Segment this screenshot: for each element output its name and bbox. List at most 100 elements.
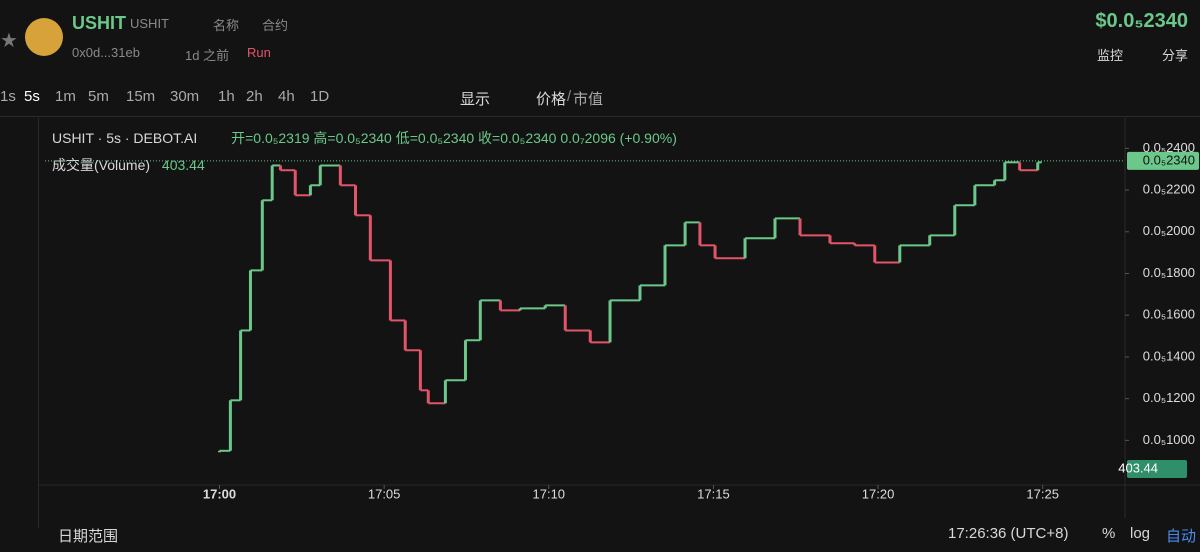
last-price-tag xyxy=(1127,151,1199,170)
x-tick-label: 17:25 xyxy=(1026,486,1059,501)
volume-value: 403.44 xyxy=(161,157,205,173)
price-step xyxy=(426,390,430,404)
price-step xyxy=(338,165,342,186)
price-step xyxy=(318,165,322,186)
price-step xyxy=(1036,162,1040,171)
legend-low: 低=0.0₅2340 xyxy=(395,130,475,146)
interval[interactable]: 4h xyxy=(278,88,295,105)
volume-tag-label: 403.44 xyxy=(1118,460,1158,475)
price-step xyxy=(368,215,372,261)
price-step xyxy=(518,308,522,311)
legend-title: USHIT · 5s · DEBOT.AI xyxy=(52,130,198,146)
price-step xyxy=(463,340,467,381)
price-step xyxy=(773,218,777,239)
price-step xyxy=(828,235,832,244)
toggle-slash: / xyxy=(567,88,572,105)
y-tick-label: 0.0₅2400 xyxy=(1143,140,1195,155)
token-logo xyxy=(25,18,63,56)
interval[interactable]: 15m xyxy=(126,88,156,105)
token-symbol: USHIT xyxy=(130,16,169,31)
legend-change: 0.0₇2096 (+0.90%) xyxy=(560,130,677,146)
age: 1d 之前 xyxy=(185,48,230,63)
auto-toggle[interactable]: 自动 xyxy=(1166,528,1197,545)
price-toggle[interactable]: 价格 xyxy=(536,91,567,108)
volume-label: 成交量(Volume) xyxy=(52,157,151,173)
interval[interactable]: 5s xyxy=(24,88,40,105)
log-toggle[interactable]: log xyxy=(1130,525,1151,542)
price-step xyxy=(663,245,667,286)
watch[interactable]: 监控 xyxy=(1097,48,1124,63)
x-tick-label: 17:00 xyxy=(203,486,236,501)
y-tick-label: 0.0₅2200 xyxy=(1143,181,1195,196)
interval[interactable]: 30m xyxy=(170,88,200,105)
price-step xyxy=(683,222,687,246)
y-tick-label: 0.0₅1600 xyxy=(1143,307,1195,322)
price-step xyxy=(928,235,932,246)
price-step xyxy=(743,238,747,259)
token-name: USHIT xyxy=(72,13,126,33)
y-tick-label: 0.0₅1800 xyxy=(1143,265,1195,280)
legend-high: 高=0.0₅2340 xyxy=(313,130,392,146)
y-tick-label: 0.0₅1000 xyxy=(1143,432,1195,447)
header: ★ USHIT USHIT 名称 合约 0x0d...31eb 1d 之前 Ru… xyxy=(0,0,1200,70)
price-step xyxy=(239,330,243,401)
clock: 17:26:36 (UTC+8) xyxy=(948,525,1069,542)
price-step xyxy=(1018,162,1022,171)
price-step xyxy=(898,245,902,263)
share[interactable]: 分享 xyxy=(1162,48,1189,63)
price-step xyxy=(563,305,567,331)
price-step xyxy=(498,300,502,311)
price-step xyxy=(973,185,977,206)
y-tick-label: 0.0₅2000 xyxy=(1143,223,1195,238)
price-step xyxy=(293,170,297,196)
price-step xyxy=(588,330,592,343)
search-name[interactable]: 名称 xyxy=(213,18,240,33)
toolbar: 显示 价格 / 市值 1s 5s 1m 5m 15m 30m 1h 2h 4h 1D xyxy=(0,78,1200,117)
search-contract[interactable]: 合约 xyxy=(262,18,289,33)
price-step xyxy=(798,218,802,236)
price-step xyxy=(248,270,252,331)
price-step xyxy=(228,400,232,451)
price-step xyxy=(218,450,222,453)
y-tick-label: 0.0₅1400 xyxy=(1143,348,1195,363)
address[interactable]: 0x0d...31eb xyxy=(72,45,140,60)
interval[interactable]: 1h xyxy=(218,88,235,105)
star[interactable]: ★ xyxy=(0,30,18,52)
interval[interactable]: 1m xyxy=(55,88,76,105)
price-step xyxy=(713,245,717,259)
price-step xyxy=(953,205,957,236)
price-step xyxy=(260,200,264,271)
interval[interactable]: 2h xyxy=(246,88,263,105)
price-step xyxy=(418,350,422,391)
x-tick-label: 17:15 xyxy=(697,486,730,501)
x-tick-label: 17:05 xyxy=(368,486,401,501)
y-tick-label: 0.0₅1200 xyxy=(1143,390,1195,405)
price-step xyxy=(698,222,702,246)
market-cap-toggle[interactable]: 市值 xyxy=(573,91,604,108)
legend-close: 收=0.0₅2340 xyxy=(478,130,557,146)
price-step xyxy=(873,245,877,263)
drawing-tools xyxy=(0,118,39,528)
percent-toggle[interactable]: % xyxy=(1102,525,1116,542)
x-tick-label: 17:10 xyxy=(533,486,566,501)
interval[interactable]: 1s xyxy=(0,88,16,105)
display-menu[interactable]: 显示 xyxy=(460,91,491,108)
price-step xyxy=(638,285,642,301)
platform[interactable]: Run xyxy=(247,45,271,60)
price-step xyxy=(1003,162,1007,181)
price-step xyxy=(388,260,392,321)
volume-legend: 成交量(Volume) 403.44 xyxy=(52,155,205,175)
price-step xyxy=(608,300,612,343)
price-step xyxy=(278,165,282,171)
interval[interactable]: 5m xyxy=(88,88,109,105)
date-range[interactable]: 日期范围 xyxy=(58,528,119,545)
price-step xyxy=(308,185,312,196)
interval[interactable]: 1D xyxy=(310,88,330,105)
price-step xyxy=(403,320,407,351)
price: $0.0₅2340 xyxy=(1095,10,1188,32)
price-step xyxy=(443,380,447,404)
price-step xyxy=(543,305,547,309)
price-step xyxy=(853,243,857,246)
x-tick-label: 17:20 xyxy=(862,486,895,501)
legend-open: 开=0.0₅2319 xyxy=(231,130,310,146)
